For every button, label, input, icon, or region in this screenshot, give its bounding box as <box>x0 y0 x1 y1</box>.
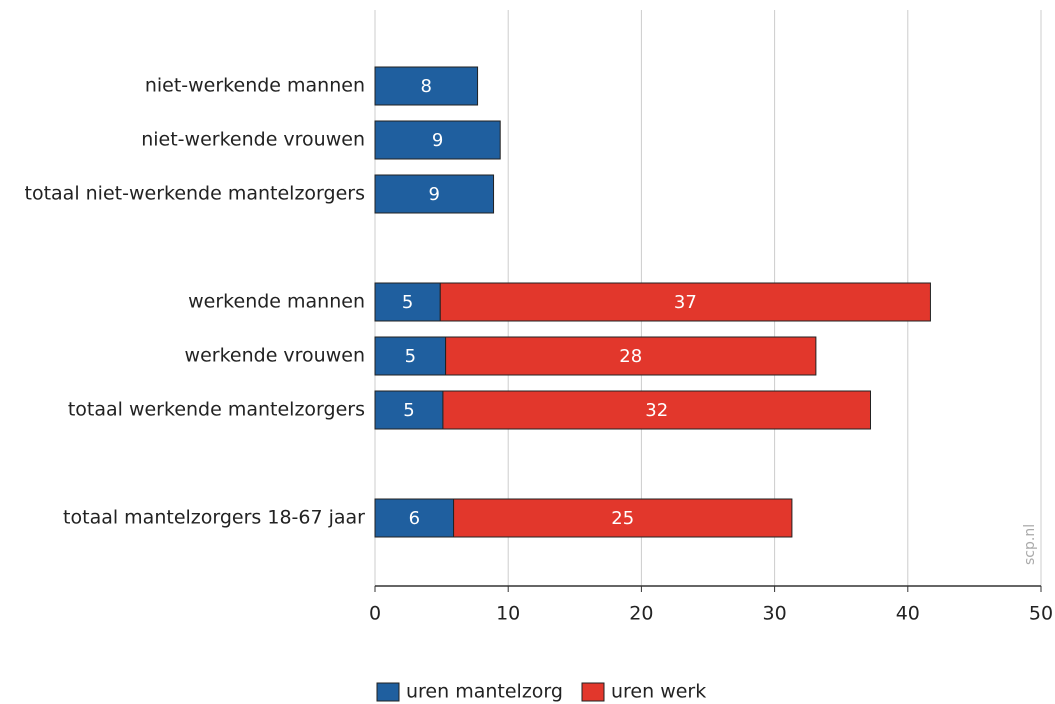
x-tick-label: 20 <box>629 603 653 625</box>
bar <box>442 390 872 430</box>
x-tick-label: 0 <box>369 603 381 625</box>
x-tick-label: 30 <box>763 603 787 625</box>
value-label: 5 <box>403 400 414 421</box>
x-tick-label: 50 <box>1029 603 1053 625</box>
bar <box>374 336 447 376</box>
watermark: scp.nl <box>1022 524 1038 565</box>
value-label: 37 <box>674 292 697 313</box>
y-tick-label: niet-werkende mannen <box>145 75 365 97</box>
y-tick-label: totaal mantelzorgers 18-67 jaar <box>63 507 365 529</box>
value-label: 28 <box>619 346 642 367</box>
y-tick-label: totaal werkende mantelzorgers <box>68 399 365 421</box>
y-tick-label: niet-werkende vrouwen <box>141 129 365 151</box>
value-label: 8 <box>421 76 432 97</box>
bar <box>453 498 793 538</box>
value-label: 9 <box>429 184 440 205</box>
value-label: 32 <box>645 400 668 421</box>
legend-swatch <box>581 682 605 702</box>
legend-label: uren werk <box>611 681 706 703</box>
bar <box>374 282 441 322</box>
legend-label: uren mantelzorg <box>406 681 563 703</box>
y-tick-label: werkende mannen <box>188 291 365 313</box>
bar <box>374 120 501 160</box>
bar <box>439 282 931 322</box>
x-tick-label: 40 <box>896 603 920 625</box>
bar <box>374 66 479 106</box>
x-tick-label: 10 <box>496 603 520 625</box>
bar <box>374 174 495 214</box>
y-tick-label: werkende vrouwen <box>185 345 365 367</box>
value-label: 25 <box>611 508 634 529</box>
bar <box>374 498 455 538</box>
value-label: 5 <box>402 292 413 313</box>
bar <box>445 336 817 376</box>
value-label: 9 <box>432 130 443 151</box>
legend-swatch <box>376 682 400 702</box>
y-tick-label: totaal niet-werkende mantelzorgers <box>25 183 365 205</box>
value-label: 5 <box>405 346 416 367</box>
value-label: 6 <box>409 508 420 529</box>
